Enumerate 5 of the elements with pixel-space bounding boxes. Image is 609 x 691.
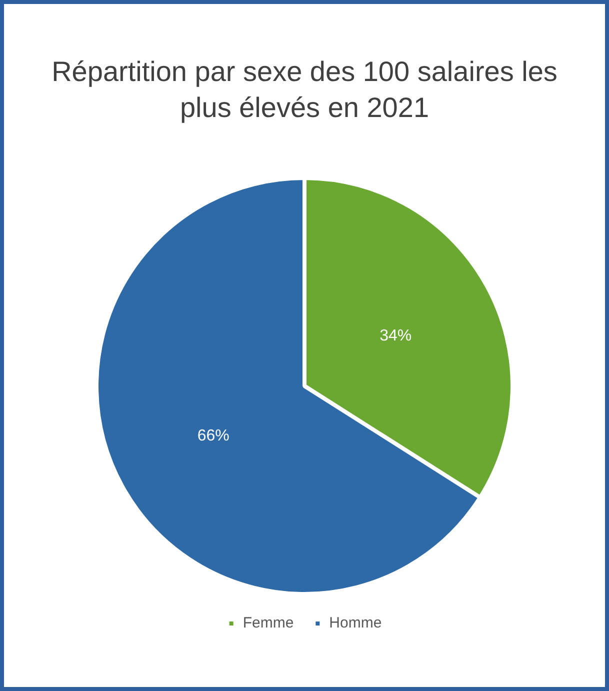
chart-title: Répartition par sexe des 100 salaires les plus élevés en 2021 (50, 55, 558, 125)
legend-label: Homme (329, 614, 382, 632)
data-label: 34% (380, 327, 412, 344)
legend-label: Femme (242, 614, 294, 632)
data-label: 66% (197, 428, 230, 445)
